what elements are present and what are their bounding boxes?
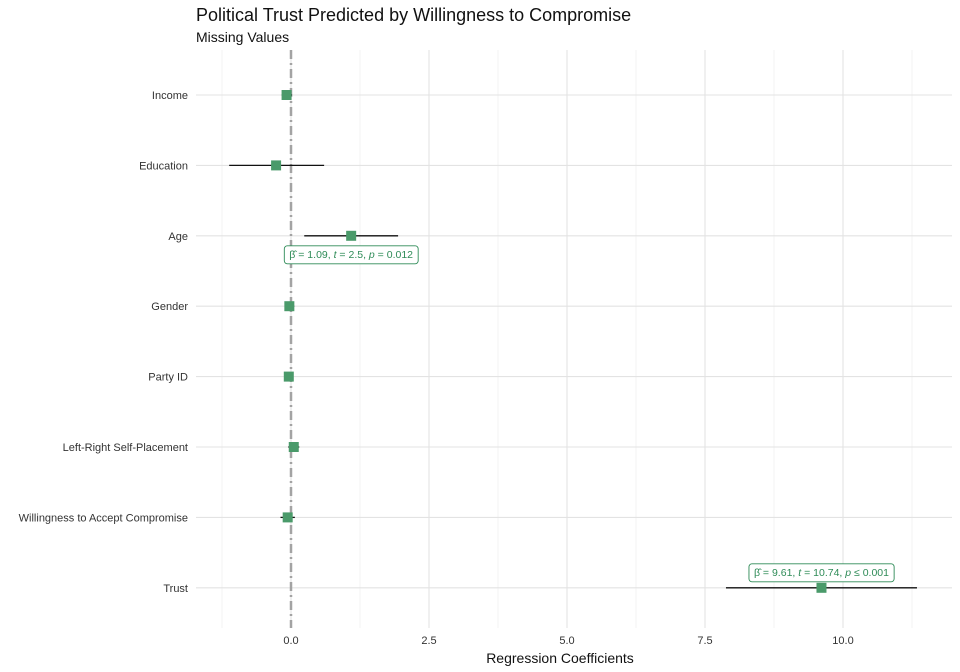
- point-estimate: [284, 301, 295, 312]
- y-label-age: Age: [168, 231, 188, 243]
- annotation-text: β̂ = 1.09, t = 2.5, p = 0.012: [289, 249, 413, 261]
- x-axis-label: Regression Coefficients: [486, 650, 634, 666]
- y-label-left-right-self-placement: Left-Right Self-Placement: [63, 442, 188, 454]
- grid-lines: [196, 50, 952, 628]
- y-label-education: Education: [139, 160, 188, 172]
- annotation-text: β̂ = 9.61, t = 10.74, p ≤ 0.001: [754, 567, 889, 579]
- point-estimate: [288, 442, 299, 452]
- y-label-trust: Trust: [163, 583, 188, 595]
- point-estimate: [281, 90, 292, 100]
- point-estimate: [346, 230, 357, 241]
- point-estimate: [816, 582, 827, 593]
- y-label-willingness-to-accept-compromise: Willingness to Accept Compromise: [19, 512, 188, 524]
- x-tick-label: 2.5: [421, 635, 436, 647]
- y-axis-labels: Income Education Age Gender Party ID Left-Rig…: [19, 90, 189, 595]
- chart-title: Political Trust Predicted by Willingness…: [196, 5, 631, 25]
- x-axis-ticks: 0.0 2.5 5.0 7.5 10.0: [283, 635, 853, 647]
- point-estimate: [282, 512, 293, 523]
- x-tick-label: 7.5: [697, 635, 712, 647]
- x-tick-label: 0.0: [283, 635, 298, 647]
- y-label-gender: Gender: [151, 301, 188, 313]
- annotation-box: [748, 563, 895, 583]
- y-label-party-id: Party ID: [148, 372, 188, 384]
- x-tick-label: 5.0: [559, 635, 574, 647]
- chart-subtitle: Missing Values: [196, 29, 289, 45]
- annotation-label: β̂ = 9.61, t = 10.74, p ≤ 0.001: [748, 563, 895, 583]
- point-estimate: [283, 371, 294, 382]
- coefficient-annotations: β̂ = 1.09, t = 2.5, p = 0.012 β̂ = 9.61, …: [283, 245, 895, 583]
- x-tick-label: 10.0: [832, 635, 853, 647]
- coefficient-marks: [229, 90, 917, 593]
- annotation-label: β̂ = 1.09, t = 2.5, p = 0.012: [283, 245, 419, 265]
- annotation-box: [283, 245, 419, 265]
- y-label-income: Income: [152, 90, 188, 102]
- point-estimate: [271, 160, 282, 171]
